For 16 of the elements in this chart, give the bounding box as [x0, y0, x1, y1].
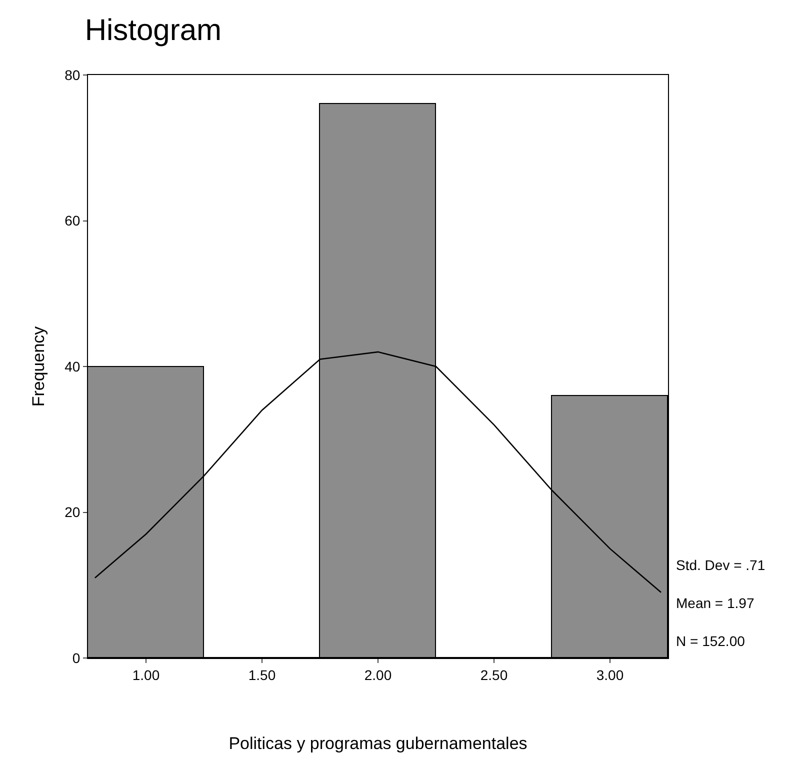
- text: Std. Dev = .71: [676, 557, 766, 573]
- x-tick-label: 1.00: [132, 666, 160, 683]
- x-tick-label: 3.00: [596, 666, 624, 683]
- x-tick-label: 2.50: [480, 666, 508, 683]
- x-axis-title: Politicas y programas gubernamentales: [228, 734, 528, 754]
- chart-title: Histogram: [84, 14, 222, 48]
- text: N = 152.00: [676, 633, 746, 649]
- y-tick-label: 40: [64, 358, 80, 374]
- x-tick-label: 1.50: [248, 666, 276, 683]
- x-tick-label: 2.00: [364, 666, 392, 683]
- y-tick-label: 20: [64, 504, 80, 520]
- y-tick-label: 60: [64, 212, 80, 229]
- text: Mean = 1.97: [676, 595, 754, 611]
- y-tick-label: 0: [72, 650, 80, 666]
- y-tick-label: 80: [64, 66, 80, 83]
- y-axis-title: Frequency: [29, 326, 48, 407]
